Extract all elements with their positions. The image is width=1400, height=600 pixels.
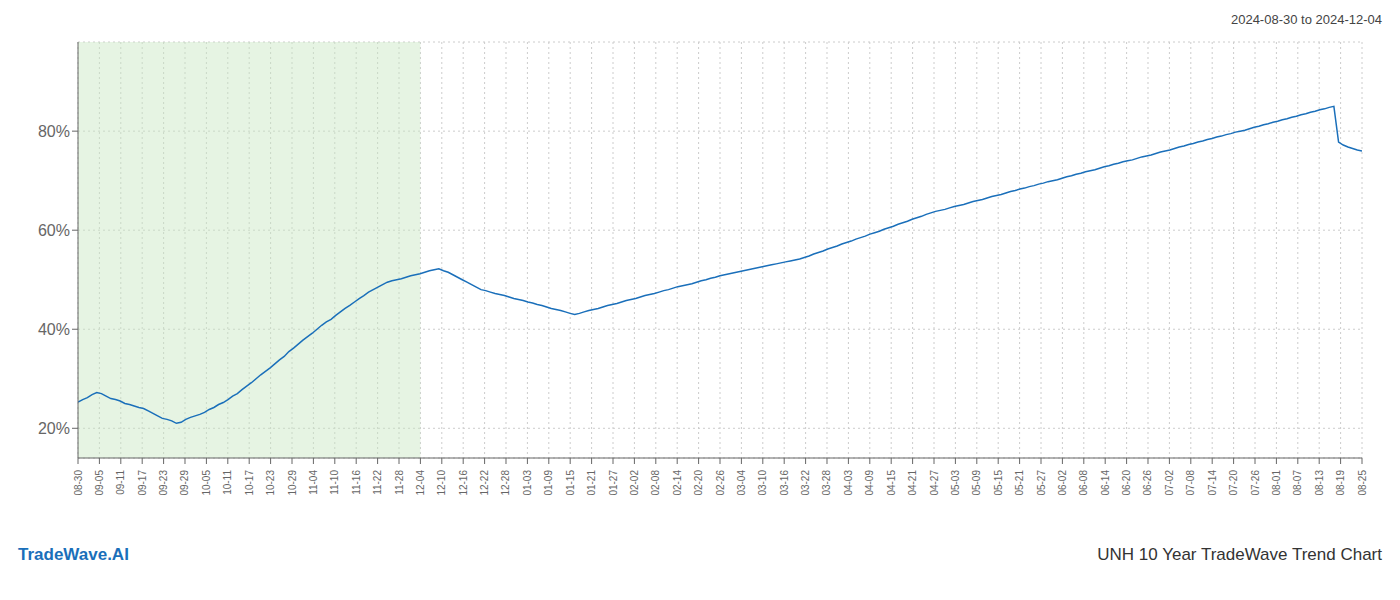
html-text:TradeWave.AI: TradeWave.AI xyxy=(18,545,129,564)
svg-text:10-17: 10-17 xyxy=(244,470,255,496)
svg-text:11-28: 11-28 xyxy=(394,470,405,495)
svg-text:05-21: 05-21 xyxy=(1014,470,1025,496)
svg-text:03-22: 03-22 xyxy=(800,470,811,496)
svg-text:09-11: 09-11 xyxy=(115,470,126,495)
svg-text:08-07: 08-07 xyxy=(1292,470,1303,496)
svg-text:03-28: 03-28 xyxy=(821,470,832,496)
svg-text:04-09: 04-09 xyxy=(864,470,875,496)
svg-text:08-30: 08-30 xyxy=(73,470,84,496)
html-text:UNH 10 Year TradeWave Trend Ch: UNH 10 Year TradeWave Trend Chart xyxy=(1097,545,1382,564)
svg-text:06-08: 06-08 xyxy=(1078,470,1089,496)
svg-text:04-27: 04-27 xyxy=(929,470,940,496)
svg-text:08-01: 08-01 xyxy=(1271,470,1282,496)
svg-text:02-26: 02-26 xyxy=(715,470,726,496)
svg-text:10-23: 10-23 xyxy=(265,470,276,496)
svg-text:09-29: 09-29 xyxy=(179,470,190,496)
svg-text:06-02: 06-02 xyxy=(1057,470,1068,496)
svg-text:05-27: 05-27 xyxy=(1036,470,1047,496)
svg-text:07-20: 07-20 xyxy=(1228,470,1239,496)
html-text:2024-08-30 to 2024-12-04: 2024-08-30 to 2024-12-04 xyxy=(1230,12,1382,27)
svg-text:07-02: 07-02 xyxy=(1164,470,1175,496)
svg-text:12-22: 12-22 xyxy=(479,470,490,496)
svg-text:06-26: 06-26 xyxy=(1142,470,1153,496)
svg-text:06-14: 06-14 xyxy=(1100,470,1111,496)
svg-text:08-25: 08-25 xyxy=(1357,470,1368,496)
svg-text:09-17: 09-17 xyxy=(137,470,148,496)
svg-text:60%: 60% xyxy=(38,222,70,239)
svg-text:11-22: 11-22 xyxy=(372,470,383,495)
svg-text:04-15: 04-15 xyxy=(886,470,897,496)
svg-text:01-09: 01-09 xyxy=(543,470,554,496)
svg-text:04-21: 04-21 xyxy=(907,470,918,496)
svg-text:01-27: 01-27 xyxy=(608,470,619,496)
svg-text:05-03: 05-03 xyxy=(950,470,961,496)
svg-text:02-14: 02-14 xyxy=(672,470,683,496)
svg-text:10-29: 10-29 xyxy=(287,470,298,496)
svg-text:12-16: 12-16 xyxy=(458,470,469,496)
svg-text:02-20: 02-20 xyxy=(693,470,704,496)
svg-text:12-04: 12-04 xyxy=(415,470,426,496)
svg-text:10-05: 10-05 xyxy=(201,470,212,496)
svg-text:12-10: 12-10 xyxy=(436,470,447,496)
svg-text:05-15: 05-15 xyxy=(993,470,1004,496)
svg-text:05-09: 05-09 xyxy=(971,470,982,496)
svg-text:40%: 40% xyxy=(38,321,70,338)
svg-text:12-28: 12-28 xyxy=(500,470,511,496)
svg-text:02-02: 02-02 xyxy=(629,470,640,496)
svg-text:09-05: 09-05 xyxy=(94,470,105,496)
svg-text:11-10: 11-10 xyxy=(329,470,340,495)
svg-text:09-23: 09-23 xyxy=(158,470,169,496)
svg-text:07-14: 07-14 xyxy=(1207,470,1218,496)
svg-text:07-26: 07-26 xyxy=(1250,470,1261,496)
svg-text:08-13: 08-13 xyxy=(1314,470,1325,496)
svg-text:80%: 80% xyxy=(38,123,70,140)
svg-text:03-10: 03-10 xyxy=(757,470,768,496)
svg-text:03-04: 03-04 xyxy=(736,470,747,496)
svg-text:11-04: 11-04 xyxy=(308,470,319,495)
svg-text:11-16: 11-16 xyxy=(351,470,362,495)
svg-text:20%: 20% xyxy=(38,420,70,437)
svg-text:03-16: 03-16 xyxy=(779,470,790,496)
svg-text:08-19: 08-19 xyxy=(1335,470,1346,496)
svg-text:02-08: 02-08 xyxy=(650,470,661,496)
svg-text:10-11: 10-11 xyxy=(222,470,233,495)
svg-text:01-21: 01-21 xyxy=(586,470,597,496)
svg-text:06-20: 06-20 xyxy=(1121,470,1132,496)
svg-text:07-08: 07-08 xyxy=(1185,470,1196,496)
svg-text:01-15: 01-15 xyxy=(565,470,576,496)
svg-text:04-03: 04-03 xyxy=(843,470,854,496)
svg-text:01-03: 01-03 xyxy=(522,470,533,496)
